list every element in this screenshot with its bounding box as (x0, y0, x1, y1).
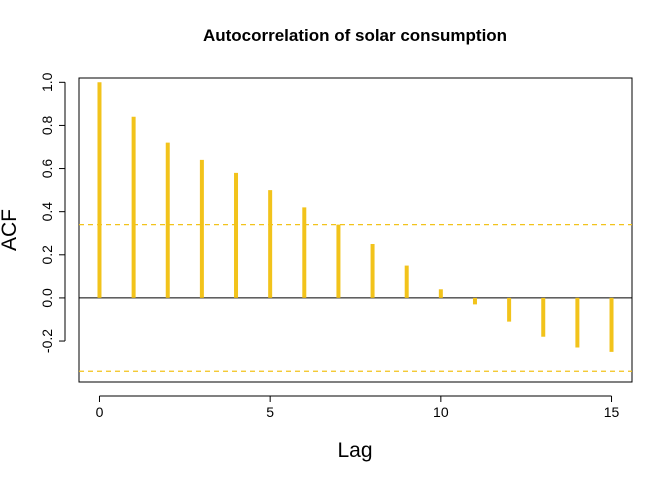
y-tick-label: 0.6 (39, 159, 55, 179)
x-tick-label: 0 (96, 404, 104, 420)
y-tick-label: 0.0 (39, 288, 55, 308)
y-tick-label: 0.2 (39, 245, 55, 265)
acf-bars (97, 82, 614, 352)
y-tick-label: -0.2 (39, 329, 55, 353)
y-tick-label: 0.4 (39, 202, 55, 222)
y-tick-label: 0.8 (39, 115, 55, 135)
confidence-bounds (79, 224, 632, 372)
x-axis-label: Lag (337, 439, 372, 462)
x-tick-label: 10 (433, 404, 449, 420)
y-axis: -0.2 0.0 0.2 0.4 0.6 0.8 1.0 (39, 72, 66, 353)
y-axis-label: ACF (0, 209, 21, 251)
chart-title: Autocorrelation of solar consumption (203, 26, 507, 45)
x-tick-label: 15 (604, 404, 620, 420)
plot-frame (78, 77, 633, 383)
y-tick-label: 1.0 (39, 72, 55, 92)
x-axis: 0 5 10 15 (96, 395, 620, 420)
x-tick-label: 5 (266, 404, 274, 420)
